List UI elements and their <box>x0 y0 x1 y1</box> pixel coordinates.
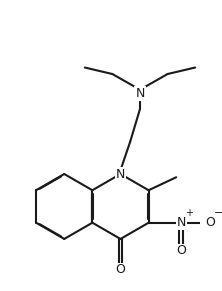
Text: O: O <box>205 216 215 229</box>
Text: N: N <box>116 168 125 180</box>
Text: N: N <box>176 216 186 229</box>
Text: O: O <box>176 244 186 258</box>
Text: −: − <box>214 208 222 218</box>
Text: O: O <box>116 263 125 276</box>
Text: +: + <box>185 208 193 218</box>
Text: N: N <box>135 87 145 100</box>
